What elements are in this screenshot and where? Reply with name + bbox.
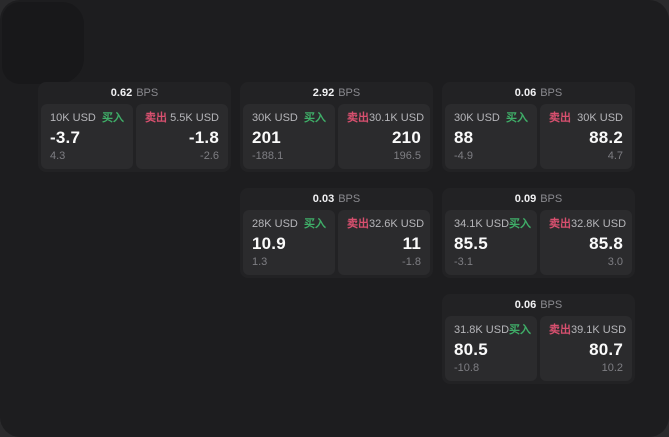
quote-card: 0.09 BPS 34.1K USD 买入 85.5 -3.1 卖出 32.8K… bbox=[442, 188, 635, 278]
bps-unit: BPS bbox=[136, 87, 159, 99]
corner-chip bbox=[2, 2, 84, 84]
sell-tag: 卖出 bbox=[549, 218, 571, 230]
buy-price: 201 bbox=[252, 128, 281, 147]
card-header: 2.92 BPS bbox=[243, 82, 430, 104]
buy-delta: -188.1 bbox=[252, 150, 284, 162]
bps-value: 0.06 bbox=[514, 299, 537, 311]
sell-tag: 卖出 bbox=[145, 112, 167, 124]
buy-panel[interactable]: 31.8K USD 买入 80.5 -10.8 bbox=[445, 316, 537, 381]
sell-size: 30K USD bbox=[577, 112, 623, 124]
buy-tag: 买入 bbox=[102, 112, 124, 124]
buy-delta: 4.3 bbox=[50, 150, 66, 162]
buy-tag: 买入 bbox=[509, 324, 532, 336]
buy-delta: -3.1 bbox=[454, 256, 473, 268]
buy-panel[interactable]: 10K USD 买入 -3.7 4.3 bbox=[41, 104, 133, 169]
quote-card: 2.92 BPS 30K USD 买入 201 -188.1 卖出 30.1K … bbox=[240, 82, 433, 172]
bps-value: 0.03 bbox=[312, 193, 335, 205]
buy-delta: 1.3 bbox=[252, 256, 268, 268]
buy-tag: 买入 bbox=[509, 218, 532, 230]
buy-delta: -4.9 bbox=[454, 150, 473, 162]
sell-size: 39.1K USD bbox=[571, 324, 627, 336]
bps-unit: BPS bbox=[338, 87, 361, 99]
buy-price: -3.7 bbox=[50, 128, 81, 147]
sell-size: 32.8K USD bbox=[571, 218, 627, 230]
sell-tag: 卖出 bbox=[347, 112, 369, 124]
sell-delta: 196.5 bbox=[393, 150, 421, 162]
buy-size: 28K USD bbox=[252, 218, 298, 230]
buy-size: 30K USD bbox=[454, 112, 500, 124]
sell-tag: 卖出 bbox=[347, 218, 369, 230]
buy-tag: 买入 bbox=[304, 218, 326, 230]
buy-panel[interactable]: 30K USD 买入 88 -4.9 bbox=[445, 104, 537, 169]
sell-price: -1.8 bbox=[188, 128, 219, 147]
sell-delta: -2.6 bbox=[200, 150, 219, 162]
sell-delta: 4.7 bbox=[607, 150, 623, 162]
card-header: 0.06 BPS bbox=[445, 82, 632, 104]
quote-card: 0.62 BPS 10K USD 买入 -3.7 4.3 卖出 5.5K USD bbox=[38, 82, 231, 172]
sell-tag: 卖出 bbox=[549, 112, 571, 124]
bps-unit: BPS bbox=[338, 193, 361, 205]
buy-price: 85.5 bbox=[454, 234, 488, 253]
card-header: 0.62 BPS bbox=[41, 82, 228, 104]
buy-price: 80.5 bbox=[454, 340, 488, 359]
sell-tag: 卖出 bbox=[549, 324, 571, 336]
sell-panel[interactable]: 卖出 39.1K USD 80.7 10.2 bbox=[540, 316, 632, 381]
bps-value: 0.09 bbox=[514, 193, 537, 205]
quote-card: 0.06 BPS 30K USD 买入 88 -4.9 卖出 30K USD bbox=[442, 82, 635, 172]
sell-size: 5.5K USD bbox=[170, 112, 219, 124]
card-header: 0.03 BPS bbox=[243, 188, 430, 210]
sell-price: 85.8 bbox=[589, 234, 623, 253]
buy-tag: 买入 bbox=[506, 112, 528, 124]
buy-price: 10.9 bbox=[252, 234, 286, 253]
sell-panel[interactable]: 卖出 30.1K USD 210 196.5 bbox=[338, 104, 430, 169]
bps-unit: BPS bbox=[540, 87, 563, 99]
bps-value: 0.06 bbox=[514, 87, 537, 99]
bps-value: 2.92 bbox=[312, 87, 335, 99]
buy-delta: -10.8 bbox=[454, 362, 480, 374]
buy-panel[interactable]: 30K USD 买入 201 -188.1 bbox=[243, 104, 335, 169]
bps-value: 0.62 bbox=[110, 87, 133, 99]
buy-size: 30K USD bbox=[252, 112, 298, 124]
buy-size: 10K USD bbox=[50, 112, 96, 124]
buy-tag: 买入 bbox=[304, 112, 326, 124]
sell-panel[interactable]: 卖出 32.6K USD 11 -1.8 bbox=[338, 210, 430, 275]
buy-price: 88 bbox=[454, 128, 474, 147]
sell-price: 11 bbox=[402, 234, 421, 253]
sell-delta: 10.2 bbox=[601, 362, 623, 374]
sell-panel[interactable]: 卖出 30K USD 88.2 4.7 bbox=[540, 104, 632, 169]
sell-price: 88.2 bbox=[589, 128, 623, 147]
sell-price: 80.7 bbox=[589, 340, 623, 359]
sell-price: 210 bbox=[392, 128, 421, 147]
buy-size: 31.8K USD bbox=[454, 324, 510, 336]
sell-panel[interactable]: 卖出 5.5K USD -1.8 -2.6 bbox=[136, 104, 228, 169]
quote-card: 0.06 BPS 31.8K USD 买入 80.5 -10.8 卖出 39.1… bbox=[442, 294, 635, 384]
sell-delta: 3.0 bbox=[607, 256, 623, 268]
sell-panel[interactable]: 卖出 32.8K USD 85.8 3.0 bbox=[540, 210, 632, 275]
quote-card: 0.03 BPS 28K USD 买入 10.9 1.3 卖出 32.6K US… bbox=[240, 188, 433, 278]
quote-cards-grid: 0.62 BPS 10K USD 买入 -3.7 4.3 卖出 5.5K USD bbox=[38, 82, 635, 384]
buy-panel[interactable]: 34.1K USD 买入 85.5 -3.1 bbox=[445, 210, 537, 275]
sell-size: 32.6K USD bbox=[369, 218, 425, 230]
buy-size: 34.1K USD bbox=[454, 218, 510, 230]
buy-panel[interactable]: 28K USD 买入 10.9 1.3 bbox=[243, 210, 335, 275]
sell-size: 30.1K USD bbox=[369, 112, 425, 124]
card-header: 0.06 BPS bbox=[445, 294, 632, 316]
card-header: 0.09 BPS bbox=[445, 188, 632, 210]
bps-unit: BPS bbox=[540, 193, 563, 205]
bps-unit: BPS bbox=[540, 299, 563, 311]
sell-delta: -1.8 bbox=[402, 256, 421, 268]
